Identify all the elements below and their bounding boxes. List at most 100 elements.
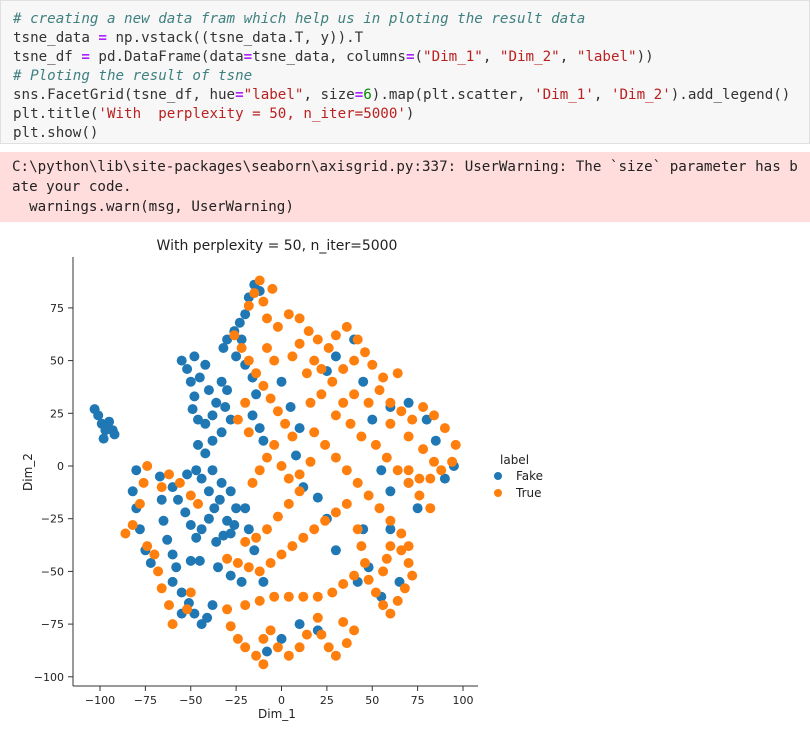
scatter-point-fake — [412, 503, 423, 514]
code-operator: = — [81, 49, 90, 65]
scatter-point-fake — [236, 576, 247, 587]
scatter-point-fake — [225, 486, 236, 497]
scatter-point-true — [367, 359, 378, 370]
y-axis-label: Dim_2 — [21, 453, 35, 491]
scatter-point-true — [345, 418, 356, 429]
scatter-point-true — [327, 376, 338, 387]
scatter-point-fake — [209, 503, 220, 514]
scatter-point-fake — [156, 494, 167, 505]
scatter-point-fake — [240, 503, 251, 514]
scatter-point-true — [294, 642, 305, 653]
code-operator: = — [354, 87, 364, 103]
scatter-point-fake — [249, 545, 260, 556]
scatter-point-true — [356, 541, 367, 552]
scatter-point-fake — [262, 646, 272, 657]
scatter-point-fake — [312, 492, 323, 503]
scatter-point-true — [280, 418, 291, 429]
scatter-point-true — [403, 465, 414, 476]
code-text: ( — [414, 49, 424, 65]
code-text: plt.show() — [13, 125, 99, 141]
code-comment: # Ploting the result of tsne — [13, 68, 253, 84]
scatter-point-true — [399, 583, 410, 594]
stderr-line-2: ate your code. — [12, 179, 132, 195]
scatter-point-true — [330, 410, 341, 421]
code-cell[interactable]: # creating a new data fram which help us… — [0, 0, 810, 144]
scatter-point-true — [225, 621, 236, 632]
chart-title: With perplexity = 50, n_iter=5000 — [157, 238, 398, 254]
code-operator: = — [235, 87, 244, 103]
scatter-point-fake — [127, 486, 138, 497]
scatter-point-fake — [189, 351, 200, 362]
scatter-point-true — [338, 397, 349, 408]
scatter-point-true — [294, 469, 305, 480]
scatter-point-true — [269, 439, 280, 450]
scatter-point-true — [276, 461, 287, 471]
scatter-point-true — [396, 406, 407, 417]
scatter-point-true — [320, 439, 331, 450]
scatter-point-true — [349, 570, 360, 581]
scatter-point-fake — [258, 576, 269, 587]
scatter-point-true — [312, 591, 323, 602]
scatter-point-fake — [171, 562, 182, 573]
scatter-point-true — [330, 507, 341, 518]
scatter-point-fake — [376, 465, 387, 476]
scatter-point-fake — [421, 414, 432, 425]
scatter-point-fake — [185, 555, 196, 566]
scatter-point-true — [309, 427, 320, 438]
scatter-point-true — [276, 549, 287, 560]
y-tick-label: −75 — [41, 618, 64, 631]
scatter-point-fake — [254, 423, 265, 434]
scatter-point-true — [240, 397, 251, 408]
scatter-point-fake — [207, 600, 218, 611]
y-axis-ticks: −100 −75 −50 −25 0 25 50 75 — [34, 302, 73, 684]
scatter-point-true — [265, 558, 276, 568]
scatter-point-fake — [154, 471, 165, 482]
code-string: 'Dim_1' — [534, 87, 594, 103]
scatter-point-fake — [276, 633, 287, 644]
scatter-point-fake — [358, 376, 369, 387]
scatter-point-true — [303, 326, 314, 337]
scatter-point-true — [185, 490, 196, 501]
scatter-point-fake — [385, 524, 396, 535]
scatter-point-fake — [214, 494, 225, 505]
scatter-point-true — [374, 503, 385, 514]
scatter-point-true — [240, 536, 251, 547]
scatter-point-fake — [207, 410, 218, 421]
scatter-point-true — [294, 486, 305, 497]
scatter-point-true — [251, 532, 262, 543]
y-tick-label: 0 — [57, 460, 64, 473]
scatter-point-true — [341, 498, 352, 509]
scatter-point-true — [294, 313, 305, 324]
scatter-point-fake — [185, 376, 196, 387]
scatter-point-true — [425, 503, 436, 514]
scatter-point-true — [272, 321, 283, 332]
scatter-point-true — [283, 498, 294, 509]
scatter-point-true — [316, 389, 327, 400]
code-string: "Dim_2" — [499, 49, 560, 65]
scatter-point-true — [370, 587, 381, 598]
scatter-point-true — [262, 452, 272, 463]
scatter-point-true — [323, 642, 334, 653]
code-text: sns.FacetGrid(tsne_df, hue — [13, 87, 236, 103]
scatter-point-fake — [225, 570, 236, 581]
scatter-point-true — [349, 389, 360, 400]
stderr-line-1: C:\python\lib\site-packages\seaborn\axis… — [12, 159, 798, 175]
scatter-point-true — [392, 465, 403, 476]
y-tick-label: −50 — [41, 565, 64, 578]
code-text: ).map(plt.scatter, — [371, 87, 535, 103]
scatter-point-true — [323, 343, 334, 353]
scatter-point-true — [164, 600, 174, 611]
scatter-point-fake — [167, 549, 178, 560]
scatter-point-fake — [158, 515, 169, 526]
scatter-point-fake — [330, 545, 341, 556]
scatter-point-true — [265, 625, 276, 636]
scatter-point-fake — [294, 619, 305, 630]
scatter-point-fake — [189, 391, 200, 402]
scatter-point-true — [316, 364, 327, 374]
scatter-point-true — [287, 351, 298, 362]
scatter-points — [89, 275, 461, 670]
legend-marker-true — [494, 489, 502, 497]
scatter-point-true — [262, 343, 272, 353]
code-line-6: plt.title('With perplexity = 50, n_iter=… — [13, 105, 414, 124]
scatter-point-true — [407, 414, 418, 425]
